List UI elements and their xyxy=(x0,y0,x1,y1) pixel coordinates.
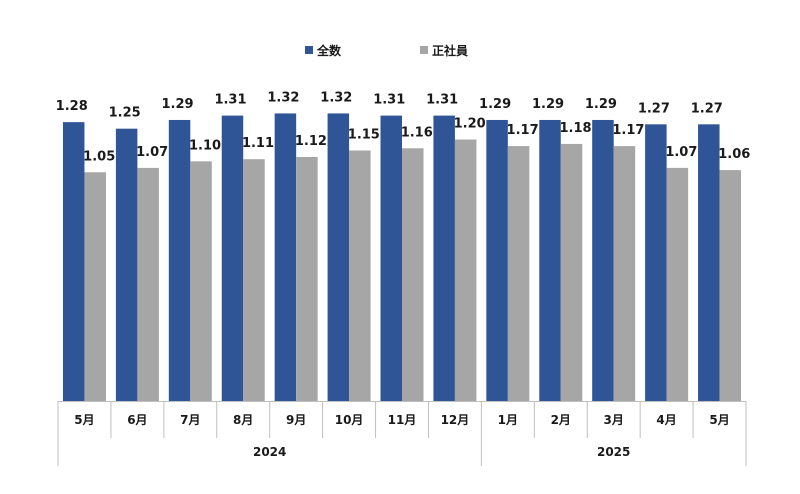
legend-swatch-all xyxy=(305,46,313,54)
bar xyxy=(327,113,350,401)
data-label: 1.15 xyxy=(348,127,380,142)
data-label: 1.17 xyxy=(612,123,644,138)
bar xyxy=(243,159,265,401)
data-label: 1.29 xyxy=(532,97,564,112)
x-tick-label: 4月 xyxy=(656,413,676,427)
data-label: 1.10 xyxy=(189,138,221,153)
bar xyxy=(84,172,106,401)
bar xyxy=(507,146,530,401)
data-label: 1.20 xyxy=(454,117,486,132)
x-axis: 5月 6月 7月 8月 9月 10月 11月 12月 1月 2月 3月 4月 5月 2024 2025 xyxy=(57,401,747,466)
bar xyxy=(190,161,212,401)
bar xyxy=(560,143,583,401)
bar xyxy=(666,167,689,401)
data-label: 1.29 xyxy=(585,97,617,112)
legend: 全数 正社員 xyxy=(305,43,468,58)
data-label: 1.31 xyxy=(373,93,405,108)
bar xyxy=(296,157,318,401)
data-label: 1.16 xyxy=(401,125,433,140)
x-tick-label: 6月 xyxy=(127,413,147,427)
legend-label-all: 全数 xyxy=(316,43,342,58)
data-label: 1.25 xyxy=(109,106,141,121)
x-tick-label: 9月 xyxy=(286,413,306,427)
x-tick-label: 8月 xyxy=(233,413,253,427)
bar xyxy=(349,150,371,401)
data-label: 1.17 xyxy=(507,123,539,138)
bar xyxy=(115,128,138,401)
x-tick-label: 1月 xyxy=(498,413,518,427)
x-tick-label: 10月 xyxy=(335,413,364,427)
bar xyxy=(592,119,614,401)
data-label: 1.32 xyxy=(320,90,352,105)
data-label: 1.11 xyxy=(242,136,274,151)
x-tick-label: 5月 xyxy=(709,413,729,427)
data-label: 1.27 xyxy=(638,101,670,116)
data-label: 1.28 xyxy=(56,99,88,114)
bar xyxy=(539,119,561,401)
bar xyxy=(402,148,424,401)
year-label: 2024 xyxy=(253,445,286,459)
bar xyxy=(274,113,297,401)
bar xyxy=(719,170,742,401)
data-label: 1.27 xyxy=(691,101,723,116)
data-label: 1.29 xyxy=(162,97,194,112)
bar xyxy=(486,119,508,401)
x-tick-label: 11月 xyxy=(388,413,417,427)
x-tick-label: 7月 xyxy=(180,413,200,427)
data-label: 1.07 xyxy=(665,145,697,160)
bar xyxy=(137,167,159,401)
bar xyxy=(62,122,85,402)
bar xyxy=(433,115,455,401)
bar xyxy=(168,119,191,401)
data-label: 1.07 xyxy=(136,145,168,160)
bar xyxy=(645,124,667,402)
bar xyxy=(454,139,477,402)
data-label: 1.29 xyxy=(479,97,511,112)
legend-label-regular: 正社員 xyxy=(432,43,468,58)
data-label: 1.31 xyxy=(426,93,458,108)
data-label: 1.06 xyxy=(718,147,750,162)
x-tick-label: 3月 xyxy=(604,413,624,427)
data-label: 1.12 xyxy=(295,134,327,149)
bar xyxy=(380,115,402,401)
data-label: 1.05 xyxy=(83,149,115,164)
bar xyxy=(698,124,720,402)
year-label: 2025 xyxy=(597,445,630,459)
bar xyxy=(613,146,636,401)
bar xyxy=(221,115,244,401)
bars: 1.28 1.05 1.25 1.07 1.29 1.10 1.31 1.11 1.32 1.12… xyxy=(56,90,750,402)
x-tick-label: 12月 xyxy=(441,413,470,427)
data-label: 1.32 xyxy=(267,90,299,105)
data-label: 1.18 xyxy=(559,121,591,136)
x-tick-label: 2月 xyxy=(551,413,571,427)
data-label: 1.31 xyxy=(214,93,246,108)
legend-swatch-regular xyxy=(420,46,428,54)
x-tick-label: 5月 xyxy=(74,413,94,427)
